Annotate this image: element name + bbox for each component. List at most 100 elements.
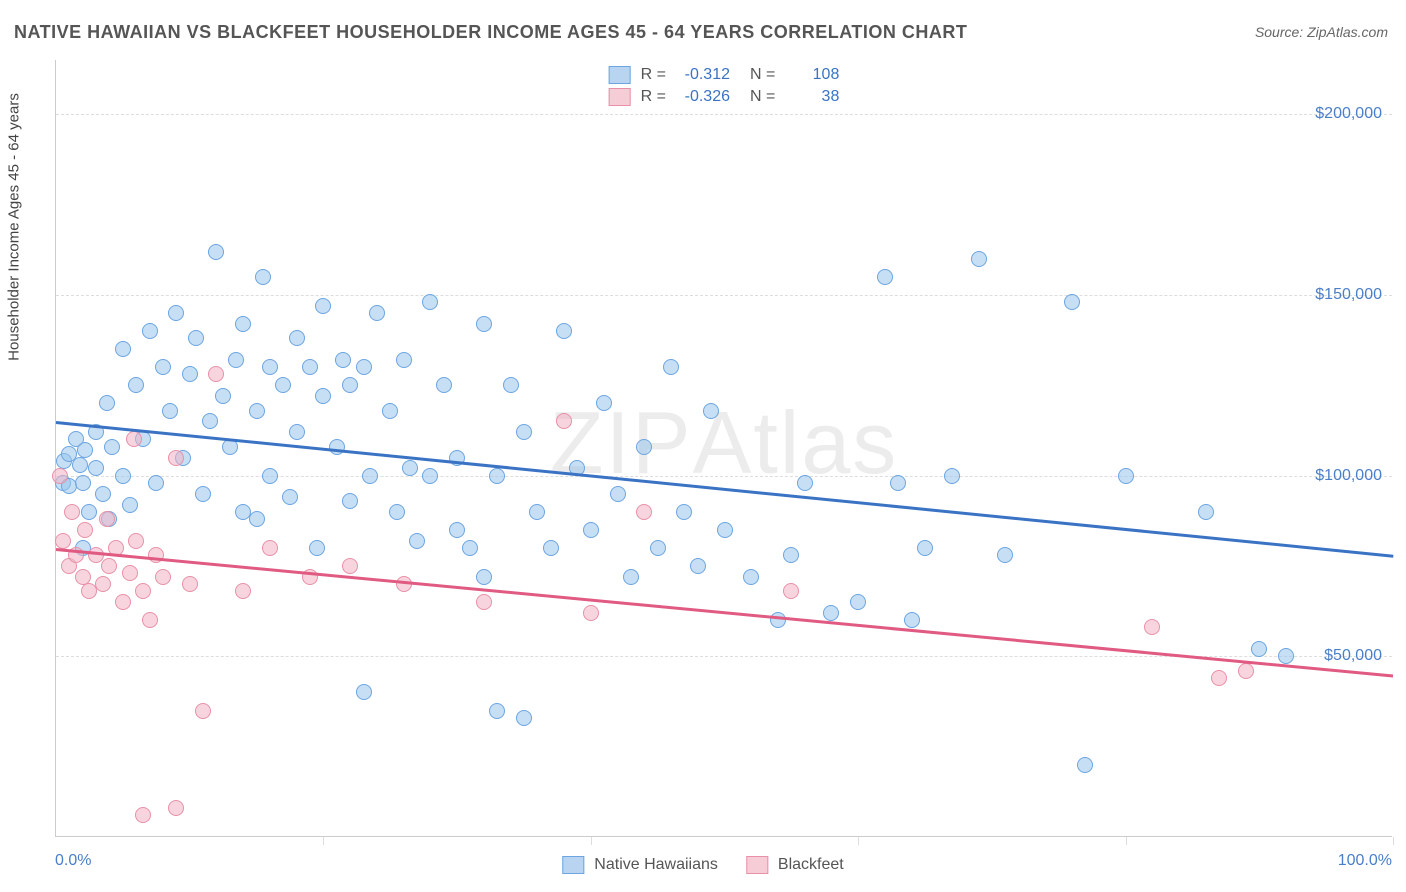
data-point [142,323,158,339]
gridline-horizontal [56,476,1392,477]
data-point [95,486,111,502]
legend-correlation-row: R =-0.326N =38 [609,86,840,108]
data-point [77,442,93,458]
data-point [1077,757,1093,773]
gridline-horizontal [56,114,1392,115]
data-point [99,511,115,527]
data-point [81,504,97,520]
data-point [195,703,211,719]
data-point [503,377,519,393]
data-point [1238,663,1254,679]
data-point [717,522,733,538]
data-point [195,486,211,502]
data-point [422,468,438,484]
data-point [556,323,572,339]
data-point [52,468,68,484]
data-point [396,352,412,368]
data-point [315,388,331,404]
chart-title: NATIVE HAWAIIAN VS BLACKFEET HOUSEHOLDER… [14,22,967,43]
data-point [1064,294,1080,310]
data-point [249,511,265,527]
data-point [162,403,178,419]
data-point [99,395,115,411]
n-label: N = [750,64,775,86]
x-tick [858,837,859,845]
legend-swatch [746,856,768,874]
data-point [64,504,80,520]
legend-series-label: Native Hawaiians [594,856,718,874]
data-point [122,497,138,513]
data-point [476,316,492,332]
data-point [823,605,839,621]
data-point [402,460,418,476]
scatter-plot-area: ZIPAtlas R =-0.312N =108R =-0.326N =38 $… [55,60,1392,837]
data-point [289,424,305,440]
n-value: 38 [781,86,839,108]
data-point [489,703,505,719]
data-point [543,540,559,556]
data-point [182,366,198,382]
data-point [115,594,131,610]
data-point [262,468,278,484]
data-point [342,377,358,393]
data-point [610,486,626,502]
data-point [850,594,866,610]
data-point [636,504,652,520]
legend-swatch [609,88,631,106]
n-value: 108 [781,64,839,86]
y-tick-label: $200,000 [1315,105,1382,123]
data-point [1211,670,1227,686]
x-tick [1126,837,1127,845]
regression-line [56,548,1393,677]
legend-swatch [562,856,584,874]
data-point [249,403,265,419]
data-point [1198,504,1214,520]
data-point [101,558,117,574]
data-point [275,377,291,393]
data-point [168,800,184,816]
data-point [128,377,144,393]
correlation-legend: R =-0.312N =108R =-0.326N =38 [601,60,848,112]
data-point [1278,648,1294,664]
r-label: R = [641,64,666,86]
y-tick-label: $50,000 [1324,647,1382,665]
data-point [208,366,224,382]
data-point [944,468,960,484]
data-point [208,244,224,260]
data-point [104,439,120,455]
data-point [877,269,893,285]
data-point [516,710,532,726]
data-point [971,251,987,267]
data-point [202,413,218,429]
data-point [556,413,572,429]
legend-correlation-row: R =-0.312N =108 [609,64,840,86]
legend-swatch [609,66,631,84]
data-point [636,439,652,455]
data-point [596,395,612,411]
data-point [115,341,131,357]
data-point [155,569,171,585]
legend-series-item: Native Hawaiians [562,856,718,874]
data-point [188,330,204,346]
series-legend: Native Hawaiians Blackfeet [562,856,843,874]
legend-series-item: Blackfeet [746,856,844,874]
data-point [369,305,385,321]
data-point [770,612,786,628]
data-point [215,388,231,404]
data-point [155,359,171,375]
data-point [422,294,438,310]
data-point [476,594,492,610]
y-axis-title: Householder Income Ages 45 - 64 years [6,93,23,361]
data-point [168,305,184,321]
data-point [449,522,465,538]
data-point [329,439,345,455]
data-point [122,565,138,581]
data-point [55,533,71,549]
data-point [88,460,104,476]
data-point [676,504,692,520]
source-attribution: Source: ZipAtlas.com [1255,24,1388,40]
data-point [797,475,813,491]
y-tick-label: $100,000 [1315,467,1382,485]
x-tick [591,837,592,845]
data-point [126,431,142,447]
